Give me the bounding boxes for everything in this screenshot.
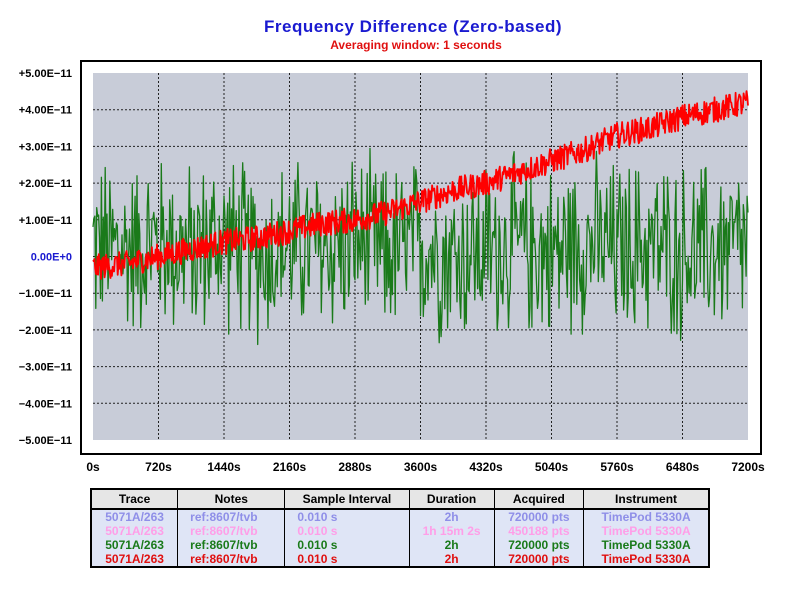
legend-cell-acquired: 720000 pts [493, 552, 584, 567]
legend-cell-sample-interval: 0.010 s [284, 552, 409, 567]
y-tick-label: 0.00E+0 [31, 252, 72, 264]
legend-row: 5071A/263 ref:8607/tvb 0.010 s 2h 720000 pts… [91, 538, 709, 552]
legend-cell-instrument: TimePod 5330A [583, 552, 709, 567]
x-tick-label: 2880s [338, 460, 372, 474]
legend-row: 5071A/263 ref:8607/tvb 0.010 s 2h 720000 pts… [91, 509, 709, 524]
y-tick-label: −1.00E−11 [19, 288, 72, 300]
y-tick-label: +5.00E−11 [19, 68, 72, 80]
legend-cell-trace: 5071A/263 [91, 524, 178, 538]
y-tick-label: −4.00E−11 [19, 398, 72, 410]
y-tick-label: +3.00E−11 [19, 141, 72, 153]
x-tick-label: 7200s [731, 460, 765, 474]
legend-row: 5071A/263 ref:8607/tvb 0.010 s 1h 15m 2s 450… [91, 524, 709, 538]
legend-cell-sample-interval: 0.010 s [284, 538, 409, 552]
legend-cell-trace: 5071A/263 [91, 538, 178, 552]
legend-cell-duration: 2h [408, 552, 495, 567]
header-notes: Notes [177, 489, 285, 510]
legend-cell-acquired: 720000 pts [493, 538, 584, 552]
x-tick-label: 4320s [469, 460, 503, 474]
x-tick-label: 2160s [273, 460, 307, 474]
header-duration: Duration [408, 489, 495, 510]
chart: 0s 720s 1440s 2160s 2880s 3600s 4320s 5040s 5760… [19, 60, 765, 474]
legend-cell-sample-interval: 0.010 s [284, 524, 409, 538]
series-line-red [92, 90, 749, 280]
chart-subtitle: Averaging window: 1 seconds [330, 38, 502, 52]
x-tick-label: 1440s [207, 460, 241, 474]
header-sample-interval: Sample Interval [284, 489, 409, 510]
legend-cell-sample-interval: 0.010 s [284, 509, 409, 524]
legend-cell-notes: ref:8607/tvb [177, 524, 285, 538]
x-tick-label: 5040s [535, 460, 569, 474]
header-instrument: Instrument [583, 489, 709, 510]
x-tick-label: 720s [145, 460, 172, 474]
x-tick-label: 3600s [404, 460, 438, 474]
y-tick-label: −5.00E−11 [19, 435, 72, 447]
legend-row: 5071A/263 ref:8607/tvb 0.010 s 2h 720000 pts… [91, 552, 709, 567]
header-acquired: Acquired [493, 489, 584, 510]
chart-title: Frequency Difference (Zero-based) [263, 17, 562, 36]
y-tick-label: +2.00E−11 [19, 178, 72, 190]
x-tick-label: 6480s [666, 460, 700, 474]
legend-cell-duration: 2h [408, 509, 495, 524]
y-tick-label: +4.00E−11 [19, 105, 72, 117]
legend-table: Trace Notes Sample Interval Duration Acq… [90, 488, 710, 568]
legend-cell-instrument: TimePod 5330A [583, 538, 709, 552]
legend-cell-trace: 5071A/263 [91, 552, 178, 567]
legend-cell-notes: ref:8607/tvb [177, 509, 285, 524]
y-tick-label: +1.00E−11 [19, 215, 72, 227]
legend-cell-notes: ref:8607/tvb [177, 552, 285, 567]
legend-cell-duration: 1h 15m 2s [408, 524, 495, 538]
legend-cell-trace: 5071A/263 [91, 509, 178, 524]
header-trace: Trace [91, 489, 178, 510]
legend-cell-acquired: 720000 pts [493, 509, 584, 524]
legend-cell-notes: ref:8607/tvb [177, 538, 285, 552]
legend-header-row: Trace Notes Sample Interval Duration Acq… [91, 489, 709, 510]
x-tick-label: 0s [86, 460, 100, 474]
legend-cell-instrument: TimePod 5330A [583, 524, 709, 538]
legend-cell-acquired: 450188 pts [493, 524, 584, 538]
legend-cell-instrument: TimePod 5330A [583, 509, 709, 524]
y-tick-label: −3.00E−11 [19, 362, 72, 374]
legend-cell-duration: 2h [408, 538, 495, 552]
y-tick-label: −2.00E−11 [19, 325, 72, 337]
x-tick-label: 5760s [600, 460, 634, 474]
